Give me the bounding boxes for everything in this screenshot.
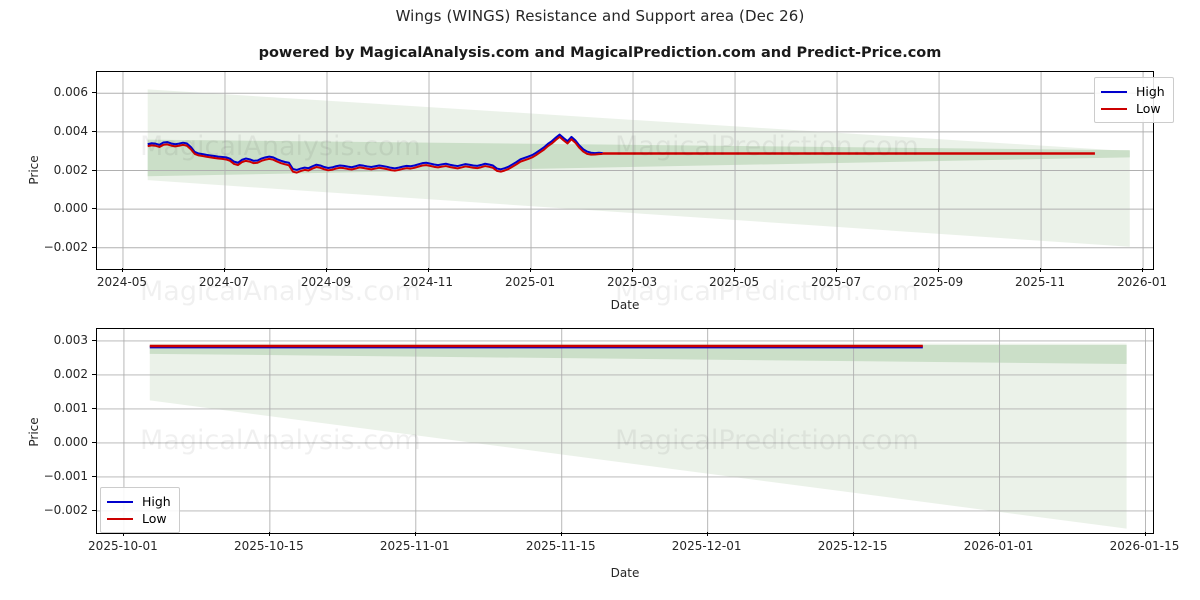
- x-tick-mark: [560, 532, 562, 536]
- x-tick-mark: [706, 532, 708, 536]
- y-tick-label: 0.000: [53, 434, 88, 449]
- y-tick-mark: [92, 509, 96, 511]
- x-tick-label: 2026-01: [1116, 275, 1168, 289]
- legend-label-low: Low: [1136, 101, 1161, 116]
- x-tick-mark: [1142, 268, 1144, 272]
- y-tick-label: 0.000: [53, 201, 88, 216]
- y-tick-mark: [92, 441, 96, 443]
- y-tick-label: 0.006: [53, 85, 88, 100]
- x-tick-mark: [852, 532, 854, 536]
- legend-label-low: Low: [142, 511, 167, 526]
- x-tick-mark: [1144, 532, 1146, 536]
- legend-swatch-low: [107, 517, 133, 520]
- legend-entry-high[interactable]: High: [1101, 83, 1165, 100]
- band-support-resistance-dark: [149, 344, 1127, 365]
- overview-chart-axes: [96, 71, 1154, 270]
- overview-legend[interactable]: High Low: [1094, 77, 1174, 123]
- legend-swatch-high: [107, 500, 133, 503]
- y-tick-mark: [92, 373, 96, 375]
- x-tick-label: 2025-12-01: [671, 539, 742, 553]
- y-tick-label: −0.002: [43, 502, 88, 517]
- band-support-resistance-dark: [147, 139, 1130, 177]
- x-tick-mark: [530, 268, 532, 272]
- forecast-chart-axes: [96, 328, 1154, 534]
- x-tick-label: 2026-01-01: [963, 539, 1034, 553]
- x-tick-label: 2025-03: [606, 275, 658, 289]
- legend-swatch-high: [1101, 90, 1127, 93]
- legend-label-high: High: [1136, 84, 1165, 99]
- x-tick-label: 2025-11-15: [525, 539, 596, 553]
- y-tick-mark: [92, 169, 96, 171]
- ax1-plot-surface: [97, 329, 1153, 533]
- legend-label-high: High: [142, 494, 171, 509]
- x-tick-label: 2025-11-01: [379, 539, 450, 553]
- y-tick-mark: [92, 130, 96, 132]
- x-tick-mark: [1040, 268, 1042, 272]
- x-tick-label: 2024-09: [300, 275, 352, 289]
- x-tick-label: 2026-01-15: [1109, 539, 1180, 553]
- x-tick-mark: [836, 268, 838, 272]
- x-tick-label: 2025-12-15: [817, 539, 888, 553]
- x-tick-mark: [268, 532, 270, 536]
- ax0-plot-surface: [97, 72, 1153, 269]
- x-tick-mark: [938, 268, 940, 272]
- y-tick-mark: [92, 407, 96, 409]
- y-tick-label: 0.003: [53, 332, 88, 347]
- forecast-x-axis-label: Date: [610, 566, 640, 580]
- y-tick-label: −0.001: [43, 468, 88, 483]
- x-tick-label: 2025-10-01: [88, 539, 158, 553]
- x-tick-label: 2025-05: [708, 275, 760, 289]
- y-tick-mark: [92, 208, 96, 210]
- x-tick-label: 2025-10-15: [233, 539, 304, 553]
- chart-title: Wings (WINGS) Resistance and Support are…: [395, 7, 805, 25]
- band-projection-cone-light: [149, 343, 1127, 529]
- band-projection-cone-light: [147, 89, 1130, 247]
- x-tick-label: 2025-09: [912, 275, 964, 289]
- x-tick-mark: [998, 532, 1000, 536]
- y-tick-mark: [92, 475, 96, 477]
- x-tick-mark: [734, 268, 736, 272]
- forecast-legend[interactable]: High Low: [100, 487, 180, 533]
- y-tick-label: 0.001: [53, 400, 88, 415]
- x-tick-label: 2024-07: [198, 275, 250, 289]
- x-tick-mark: [122, 532, 124, 536]
- y-tick-label: 0.004: [53, 123, 88, 138]
- series-line-low: [147, 135, 603, 174]
- chart-subtitle: powered by MagicalAnalysis.com and Magic…: [258, 45, 942, 61]
- x-tick-mark: [428, 268, 429, 272]
- x-tick-mark: [121, 268, 123, 272]
- legend-entry-high[interactable]: High: [107, 493, 171, 510]
- x-tick-mark: [414, 532, 416, 536]
- x-tick-label: 2025-11: [1014, 275, 1066, 289]
- y-tick-label: −0.002: [43, 239, 88, 254]
- x-tick-mark: [223, 268, 225, 272]
- y-tick-label: 0.002: [53, 162, 88, 177]
- x-tick-label: 2025-07: [810, 275, 862, 289]
- x-tick-label: 2024-11: [402, 275, 454, 289]
- y-tick-mark: [92, 339, 96, 341]
- x-tick-mark: [325, 268, 327, 272]
- x-tick-mark: [632, 268, 634, 272]
- legend-swatch-low: [1101, 107, 1127, 110]
- series-line-high: [147, 133, 603, 171]
- legend-entry-low[interactable]: Low: [1101, 100, 1165, 117]
- legend-entry-low[interactable]: Low: [107, 510, 171, 527]
- y-tick-label: 0.002: [53, 366, 88, 381]
- y-tick-mark: [92, 92, 96, 94]
- x-tick-label: 2024-05: [96, 275, 148, 289]
- y-tick-mark: [92, 246, 96, 248]
- overview-x-axis-label: Date: [610, 298, 640, 312]
- x-tick-label: 2025-01: [504, 275, 556, 289]
